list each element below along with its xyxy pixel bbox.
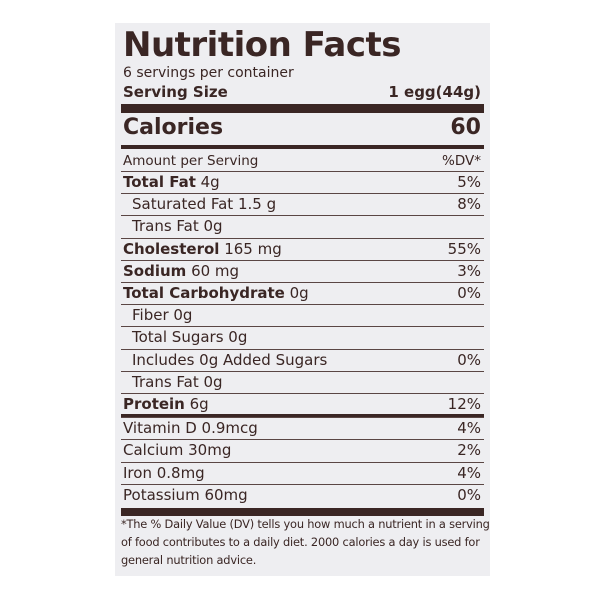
footnote-line: general nutrition advice. — [121, 553, 257, 567]
dv-header: %DV* — [442, 153, 481, 169]
nutrient-dv: 3% — [457, 261, 481, 280]
nutrient-dv: 4% — [457, 419, 481, 438]
nutrient-name-bold: Cholesterol — [123, 239, 220, 258]
nutrient-row: Sodium 60 mg 3% — [123, 261, 481, 282]
row-divider — [121, 483, 484, 485]
nutrient-name: Includes 0g Added Sugars — [123, 350, 327, 371]
nutrient-amount: 0g — [284, 284, 309, 302]
nutrient-dv: 8% — [457, 195, 481, 214]
nutrient-name: Vitamin D 0.9mcg — [123, 418, 258, 439]
nutrient-name: Protein 6g — [123, 394, 209, 415]
row-divider — [121, 348, 484, 350]
nutrient-row: Iron 0.8mg 4% — [123, 463, 481, 484]
nutrient-dv: 0% — [457, 485, 481, 504]
nutrient-amount: Trans Fat 0g — [132, 372, 223, 391]
nutrient-dv: 0% — [457, 284, 481, 302]
nutrient-name: Total Fat 4g — [123, 172, 220, 193]
amount-per-serving-label: Amount per Serving — [123, 153, 259, 169]
row-divider — [121, 370, 484, 372]
nutrient-dv: 0% — [457, 350, 481, 369]
row-divider — [121, 193, 484, 195]
row-divider — [121, 215, 484, 217]
amount-per-serving-row: Amount per Serving %DV* — [123, 151, 481, 171]
serving-size-label: Serving Size — [123, 83, 228, 101]
nutrient-dv: 4% — [457, 463, 481, 482]
row-divider — [121, 171, 484, 172]
nutrient-amount: Trans Fat 0g — [132, 217, 223, 236]
row-divider — [121, 282, 484, 283]
nutrient-name: Trans Fat 0g — [123, 216, 223, 237]
serving-size-row: Serving Size 1 egg(44g) — [123, 82, 481, 102]
medium-divider-protein — [121, 414, 484, 419]
nutrient-amount: Vitamin D 0.9mcg — [123, 419, 258, 438]
nutrient-row: Total Carbohydrate 0g 0% — [123, 283, 481, 304]
nutrient-amount: Fiber 0g — [132, 306, 193, 325]
nutrient-name: Total Sugars 0g — [123, 327, 247, 348]
nutrient-name: Total Carbohydrate 0g — [123, 283, 309, 304]
row-divider — [121, 439, 484, 441]
daily-value-footnote: *The % Daily Value (DV) tells you how mu… — [121, 515, 490, 569]
nutrient-name: Fiber 0g — [123, 305, 192, 326]
row-divider — [121, 237, 484, 239]
nutrient-row: Potassium 60mg 0% — [123, 485, 481, 506]
nutrient-name: Cholesterol 165 mg — [123, 239, 282, 260]
footnote-line: *The % Daily Value (DV) tells you how mu… — [121, 517, 490, 531]
nutrient-amount: 165 mg — [219, 239, 282, 258]
nutrient-row: Protein 6g 12% — [123, 394, 481, 415]
row-divider — [121, 393, 484, 394]
row-divider — [121, 461, 484, 463]
nutrient-dv: 5% — [457, 173, 481, 191]
nutrient-row: Vitamin D 0.9mcg 4% — [123, 418, 481, 439]
nutrient-row: Total Sugars 0g — [123, 327, 481, 348]
row-divider — [121, 326, 484, 328]
nutrient-dv: 2% — [457, 441, 481, 460]
medium-divider-calories — [121, 145, 484, 149]
nutrient-name-bold: Total Fat — [123, 173, 196, 191]
nutrient-amount: Includes 0g Added Sugars — [132, 350, 328, 369]
nutrient-dv: 55% — [447, 239, 481, 258]
nutrient-name: Sodium 60 mg — [123, 261, 239, 282]
nutrient-amount: Saturated Fat 1.5 g — [132, 195, 277, 214]
nutrient-amount: Potassium 60mg — [123, 485, 248, 504]
nutrient-name: Calcium 30mg — [123, 440, 231, 461]
nutrient-row: Total Fat 4g 5% — [123, 172, 481, 193]
nutrient-name: Potassium 60mg — [123, 485, 248, 506]
serving-size-value: 1 egg(44g) — [388, 83, 481, 101]
nutrient-amount: 60 mg — [186, 261, 240, 280]
nutrient-row: Cholesterol 165 mg 55% — [123, 239, 481, 260]
nutrient-name: Trans Fat 0g — [123, 372, 223, 393]
nutrient-row: Includes 0g Added Sugars 0% — [123, 350, 481, 371]
row-divider — [121, 304, 484, 306]
row-divider — [121, 259, 484, 261]
nutrient-dv: 12% — [447, 395, 481, 413]
servings-per-container: 6 servings per container — [123, 65, 294, 81]
nutrient-amount: 4g — [195, 173, 220, 191]
nutrient-amount: Iron 0.8mg — [123, 463, 205, 482]
nutrient-row: Trans Fat 0g — [123, 372, 481, 393]
nutrient-row: Fiber 0g — [123, 305, 481, 326]
thick-divider-bottom — [121, 508, 484, 516]
nutrient-row: Saturated Fat 1.5 g 8% — [123, 194, 481, 215]
nutrient-row: Trans Fat 0g — [123, 216, 481, 237]
label-title: Nutrition Facts — [123, 25, 401, 65]
footnote-line: of food contributes to a daily diet. 200… — [121, 535, 480, 549]
nutrient-name: Saturated Fat 1.5 g — [123, 194, 276, 215]
nutrient-name-bold: Total Carbohydrate — [123, 284, 285, 302]
calories-value: 60 — [450, 115, 481, 140]
nutrition-label: Nutrition Facts 6 servings per container… — [115, 23, 490, 576]
row-divider — [121, 417, 484, 419]
calories-label: Calories — [123, 115, 224, 140]
nutrient-name-bold: Protein — [123, 395, 185, 413]
nutrient-name-bold: Sodium — [123, 261, 187, 280]
calories-row: Calories 60 — [123, 113, 481, 143]
nutrient-row: Calcium 30mg 2% — [123, 440, 481, 461]
thick-divider-top — [121, 104, 484, 113]
nutrient-amount: 6g — [184, 395, 209, 413]
nutrient-amount: Calcium 30mg — [123, 441, 232, 460]
nutrient-amount: Total Sugars 0g — [132, 328, 248, 347]
nutrient-name: Iron 0.8mg — [123, 463, 205, 484]
